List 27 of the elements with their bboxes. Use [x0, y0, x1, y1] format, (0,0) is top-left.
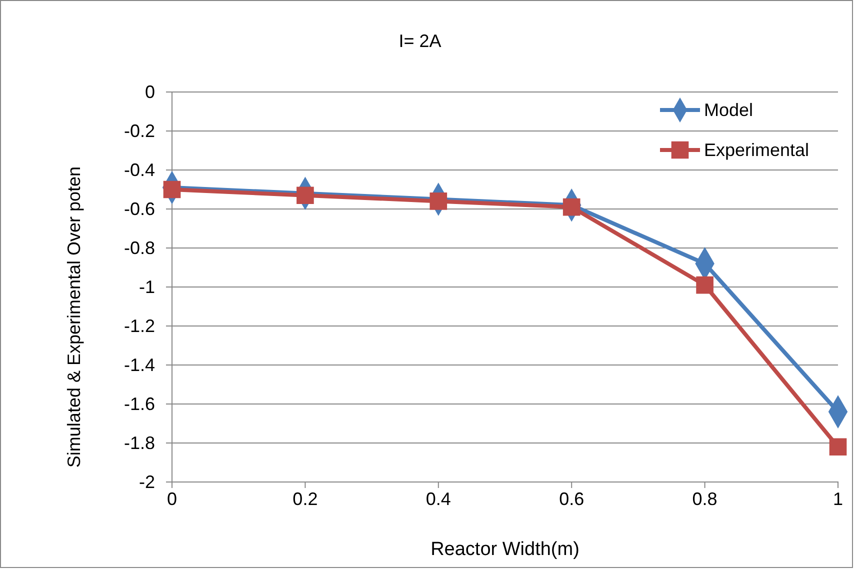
x-tick-label: 0	[166, 489, 178, 509]
y-tick-label: -0.8	[124, 238, 155, 258]
point	[430, 192, 448, 210]
y-tick-label: -2	[138, 472, 155, 492]
point	[562, 198, 580, 216]
y-axis-title: Simulated & Experimental Over poten	[64, 166, 84, 468]
y-tick-label: -0.2	[124, 120, 155, 141]
y-tick-label: -1.2	[124, 316, 155, 336]
y-tick-label: -1.6	[124, 394, 155, 414]
legend-label: Experimental	[704, 140, 810, 160]
y-tick-label: -1.8	[124, 432, 155, 453]
y-tick-label: -1	[138, 276, 155, 297]
y-tick-label: -0.4	[124, 160, 155, 180]
y-tick-label: -0.6	[124, 198, 155, 219]
x-tick-label: 0.4	[426, 489, 451, 509]
x-axis-title: Reactor Width(m)	[430, 539, 580, 560]
x-tick-label: 0.8	[692, 489, 718, 509]
y-tick-label: -1.4	[124, 354, 155, 375]
x-tick-label: 0.2	[292, 489, 318, 509]
point	[696, 276, 714, 294]
y-tick-label: 0	[144, 82, 155, 102]
point	[296, 186, 314, 204]
x-tick-label: 0.6	[559, 489, 584, 509]
legend-label: Model	[704, 100, 754, 120]
x-tick-label: 1	[832, 489, 844, 509]
chart-title: I= 2A	[398, 31, 442, 51]
point	[829, 438, 847, 456]
